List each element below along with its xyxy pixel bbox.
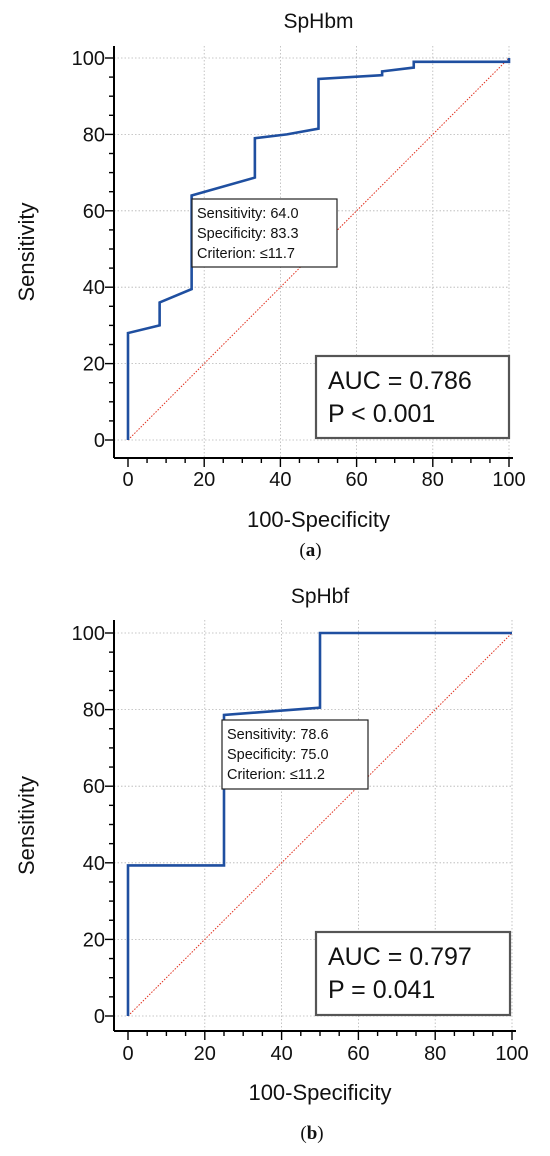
- y-tick-label: 40: [83, 853, 105, 875]
- panel-letter: a: [306, 540, 316, 561]
- y-tick-label: 60: [83, 776, 105, 798]
- tick-labels: 0 20 40 60 80 100 0 20 40 60 80 100: [72, 623, 529, 1065]
- p-value: P = 0.041: [328, 976, 435, 1004]
- y-tick-label: 100: [72, 48, 105, 70]
- chart-title: SpHbf: [291, 585, 350, 608]
- y-tick-label: 100: [72, 623, 105, 645]
- annotation-criterion: Criterion: ≤11.2: [227, 767, 325, 783]
- x-tick-label: 0: [122, 1043, 133, 1065]
- criterion-annotation-box: Sensitivity: 64.0 Specificity: 83.3 Crit…: [191, 198, 338, 268]
- y-tick-label: 60: [83, 201, 105, 223]
- annotation-sensitivity: Sensitivity: 64.0: [197, 206, 299, 222]
- reference-line: [127, 632, 513, 1017]
- y-axis-label: Sensitivity: [14, 202, 39, 301]
- auc-stats-box: AUC = 0.797 P = 0.041: [314, 930, 512, 1017]
- y-tick-label: 80: [83, 124, 105, 146]
- x-tick-label: 60: [347, 1043, 369, 1065]
- tick-marks: [105, 57, 510, 467]
- annotation-criterion: Criterion: ≤11.7: [197, 246, 295, 262]
- y-tick-label: 80: [83, 700, 105, 722]
- x-tick-label: 20: [194, 1043, 216, 1065]
- y-axis-label: Sensitivity: [14, 776, 39, 875]
- x-tick-label: 100: [495, 1043, 528, 1065]
- x-tick-label: 0: [122, 469, 133, 491]
- y-tick-label: 0: [94, 430, 105, 452]
- x-tick-label: 40: [269, 469, 291, 491]
- x-tick-label: 40: [270, 1043, 292, 1065]
- p-value: P < 0.001: [328, 400, 435, 428]
- roc-panel-b: 0 20 40 60 80 100 0 20 40 60 80 100 SpHbf 100-Speci…: [14, 585, 529, 1144]
- auc-value: AUC = 0.786: [328, 367, 472, 395]
- axes: [113, 620, 516, 1032]
- roc-curve: [126, 58, 511, 440]
- x-tick-label: 80: [424, 1043, 446, 1065]
- tick-labels: 0 20 40 60 80 100 0 20 40 60 80 100: [72, 48, 526, 491]
- annotation-sensitivity: Sensitivity: 78.6: [227, 727, 329, 743]
- x-tick-label: 20: [193, 469, 215, 491]
- roc-panel-a: 0 20 40 60 80 100 0 20 40 60 80 100 SpHbm 100-Speci…: [14, 10, 526, 561]
- y-tick-label: 20: [83, 929, 105, 951]
- x-tick-label: 80: [422, 469, 444, 491]
- x-tick-label: 60: [345, 469, 367, 491]
- x-axis-label: 100-Specificity: [247, 507, 390, 532]
- x-tick-label: 100: [492, 469, 525, 491]
- reference-diagonal-line: [127, 632, 513, 1017]
- panel-letter: b: [307, 1123, 318, 1144]
- y-tick-label: 40: [83, 277, 105, 299]
- roc-curve-line: [126, 58, 511, 440]
- panel-label: (b): [300, 1123, 323, 1144]
- roc-curve-line: [126, 631, 512, 1016]
- y-tick-label: 20: [83, 354, 105, 376]
- annotation-specificity: Specificity: 75.0: [227, 747, 329, 763]
- annotation-specificity: Specificity: 83.3: [197, 226, 299, 242]
- auc-stats-box: AUC = 0.786 P < 0.001: [314, 354, 511, 440]
- chart-title: SpHbm: [283, 10, 353, 33]
- auc-value: AUC = 0.797: [328, 943, 472, 971]
- y-tick-label: 0: [94, 1006, 105, 1028]
- panel-label: (a): [299, 540, 321, 561]
- x-axis-label: 100-Specificity: [248, 1080, 391, 1105]
- tick-marks: [105, 632, 513, 1040]
- roc-curve: [126, 631, 512, 1016]
- criterion-annotation-box: Sensitivity: 78.6 Specificity: 75.0 Crit…: [221, 719, 369, 790]
